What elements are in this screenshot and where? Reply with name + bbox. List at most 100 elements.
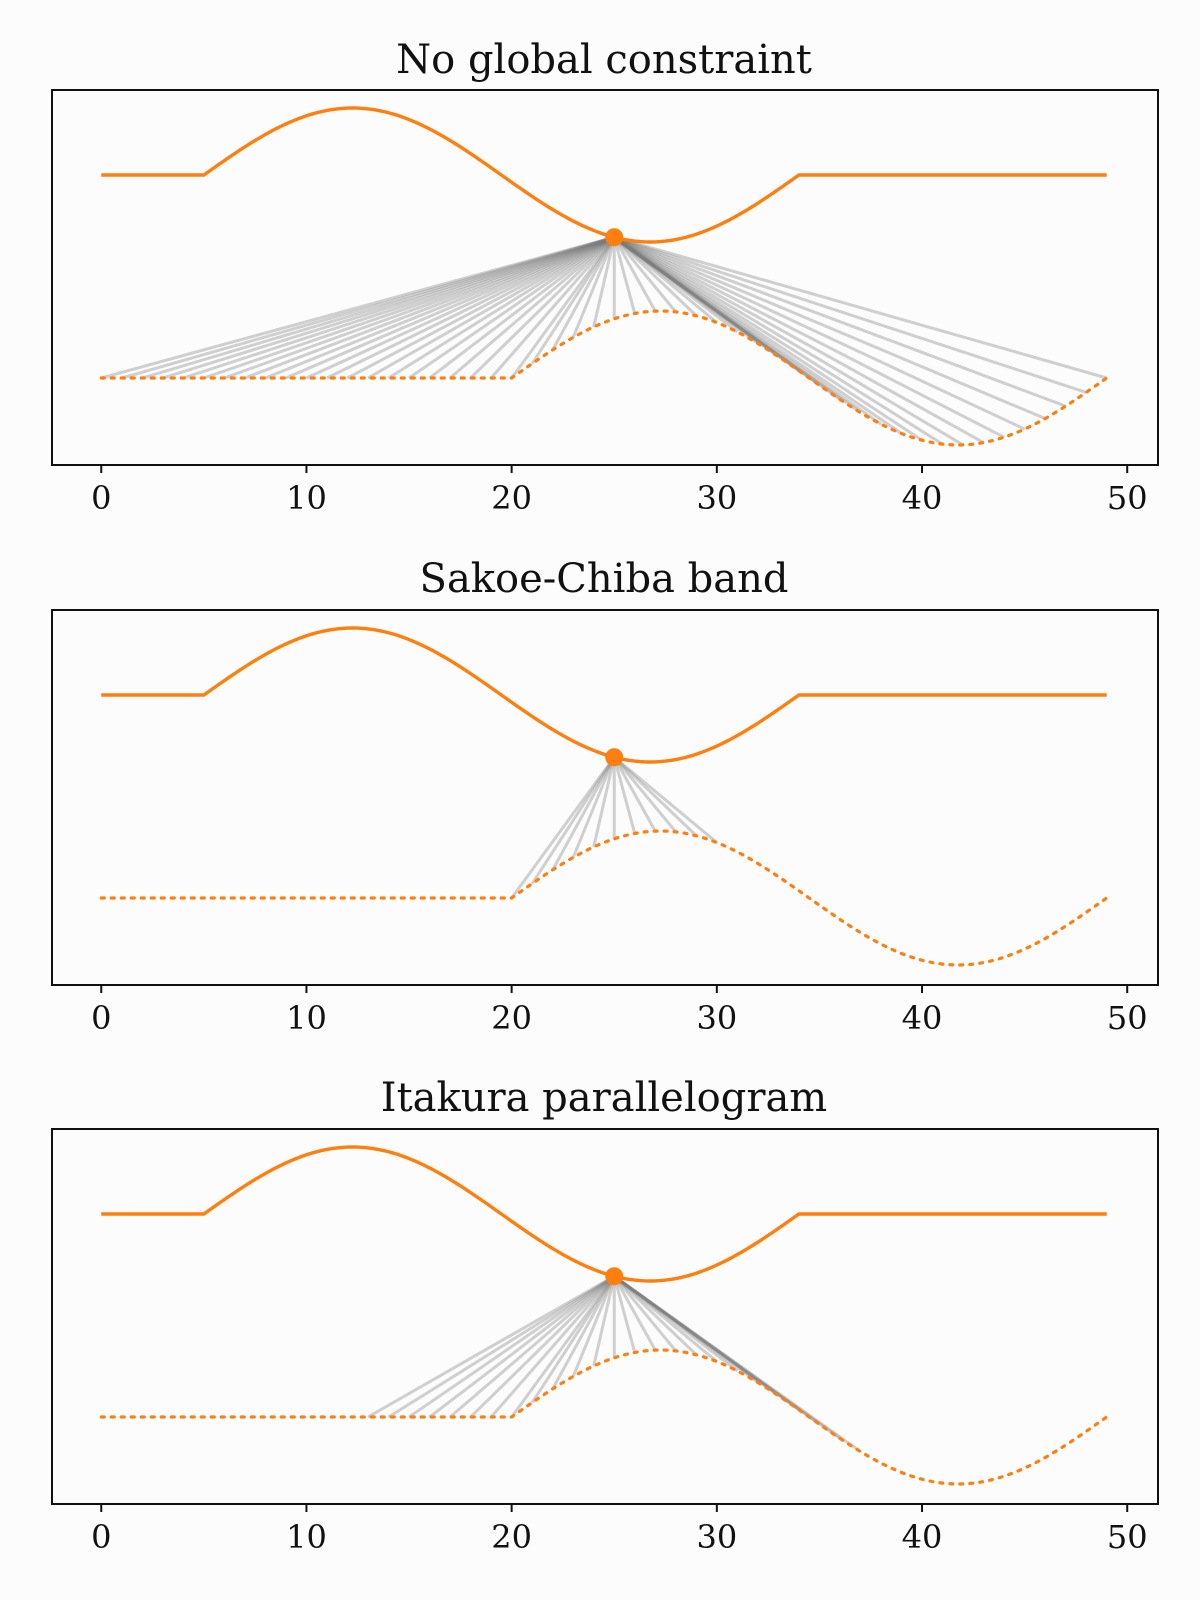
alignment-connector-line (223, 235, 615, 380)
alignment-connector-line (592, 756, 616, 848)
alignment-connector-line (530, 236, 616, 365)
alignment-connector-line (387, 1274, 616, 1419)
alignment-connector-line (613, 235, 1067, 408)
x-tick-label: 0 (91, 479, 111, 517)
alignment-connector-line (613, 236, 862, 414)
alignment-connector-line (613, 236, 677, 313)
alignment-connector-line (613, 1275, 759, 1384)
alignment-connector-line (612, 1275, 637, 1353)
alignment-connector-line (346, 235, 615, 380)
alignment-connector-line (613, 236, 903, 435)
x-tick-label: 20 (491, 1518, 532, 1556)
alignment-connector-line (613, 236, 698, 317)
alignment-connector-line (613, 235, 944, 446)
reference-series-line (101, 1145, 1107, 1283)
alignment-connector-line (367, 235, 615, 380)
alignment-connector-line (613, 236, 882, 426)
alignment-connector-line (326, 235, 615, 380)
shifted-series-line (99, 829, 1109, 967)
alignment-connector-line (551, 1275, 616, 1390)
connector-group (100, 235, 1108, 447)
alignment-connector-line (613, 236, 759, 345)
alignment-connector-line (100, 235, 615, 380)
connector-group (367, 1274, 862, 1453)
x-tick-label: 0 (91, 999, 111, 1037)
alignment-connector-line (613, 235, 1026, 431)
shifted-series-line (99, 309, 1109, 447)
alignment-connector-line (408, 1275, 616, 1419)
alignment-connector-line (141, 235, 615, 380)
x-tick-label: 10 (286, 999, 327, 1037)
panel-sakoe-chiba-band: Sakoe-Chiba band 0 10 20 30 40 50 (51, 556, 1159, 1037)
alignment-connector-line (613, 235, 923, 442)
alignment-connector-line (571, 1275, 616, 1378)
query-point-marker (605, 748, 624, 767)
panel-itakura-parallelogram: Itakura parallelogram 0 10 20 30 40 50 (51, 1075, 1159, 1556)
alignment-connector-line (305, 235, 615, 380)
axes-frame (51, 89, 1159, 466)
x-tick-label: 30 (696, 999, 737, 1037)
x-axis: 0 10 20 30 40 50 (91, 985, 1148, 1037)
x-axis: 0 10 20 30 40 50 (91, 1504, 1148, 1556)
panel-title: No global constraint (396, 37, 812, 83)
alignment-connector-line (121, 235, 615, 380)
alignment-connector-line (612, 756, 637, 834)
alignment-connector-line (613, 756, 677, 833)
axes-frame (51, 1128, 1159, 1505)
query-point-marker (605, 228, 624, 247)
x-tick-label: 30 (696, 479, 737, 517)
x-tick-label: 50 (1107, 1518, 1148, 1556)
panel-no-global-constraint: No global constraint 0 10 20 30 40 50 (51, 37, 1159, 517)
query-point-marker (605, 1267, 624, 1286)
alignment-connector-line (387, 235, 616, 380)
alignment-connector-line (613, 756, 718, 844)
alignment-connector-line (182, 235, 615, 380)
alignment-connector-line (530, 1275, 616, 1404)
alignment-connector-line (428, 1275, 616, 1419)
alignment-connector-line (408, 236, 616, 380)
x-tick-label: 50 (1107, 999, 1148, 1037)
alignment-connector-line (571, 236, 616, 339)
x-tick-label: 20 (491, 479, 532, 517)
alignment-connector-line (551, 756, 616, 871)
alignment-connector-line (613, 235, 1005, 439)
alignment-connector-line (285, 235, 615, 380)
alignment-connector-line (510, 236, 616, 379)
alignment-connector-line (469, 1275, 616, 1419)
alignment-connector-line (613, 235, 1108, 380)
alignment-connector-line (613, 235, 1046, 420)
x-axis: 0 10 20 30 40 50 (91, 465, 1148, 517)
alignment-connector-line (489, 1275, 616, 1418)
alignment-connector-line (613, 235, 1087, 394)
alignment-connector-line (428, 236, 616, 380)
alignment-connector-line (162, 235, 615, 380)
alignment-connector-line (613, 1275, 718, 1363)
alignment-connector-line (612, 1275, 657, 1351)
x-tick-label: 30 (696, 1518, 737, 1556)
alignment-connector-line (613, 1275, 698, 1356)
alignment-connector-line (612, 236, 657, 312)
alignment-connector-line (613, 235, 964, 447)
alignment-connector-line (613, 236, 739, 334)
alignment-connector-line (613, 756, 698, 837)
alignment-connector-line (613, 1275, 677, 1352)
alignment-connector-line (613, 1275, 739, 1373)
x-tick-label: 20 (491, 999, 532, 1037)
alignment-connector-line (510, 1275, 616, 1418)
alignment-connector-line (613, 236, 718, 324)
alignment-connector-line (612, 756, 657, 832)
alignment-connector-line (551, 236, 616, 351)
alignment-connector-line (530, 756, 616, 885)
alignment-connector-line (571, 756, 616, 859)
alignment-connector-line (469, 236, 616, 380)
alignment-connector-line (449, 1275, 616, 1419)
reference-series-line (101, 626, 1107, 764)
connector-group (510, 756, 718, 899)
x-tick-label: 40 (902, 1518, 943, 1556)
x-tick-label: 10 (286, 479, 327, 517)
alignment-connector-line (592, 236, 616, 328)
x-tick-label: 10 (286, 1518, 327, 1556)
reference-series-line (101, 106, 1107, 244)
